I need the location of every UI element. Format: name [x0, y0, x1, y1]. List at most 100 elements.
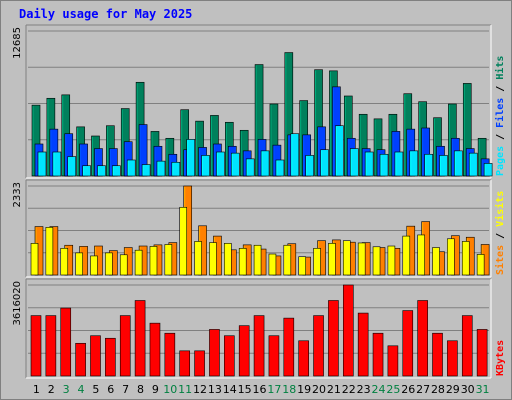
bar-kbytes-day-23 — [357, 312, 369, 377]
bottom-panel-y-tick-max: 3616020 — [12, 281, 23, 326]
bar-visits-day-6 — [105, 252, 113, 276]
x-tick-day-27: 27 — [416, 383, 430, 396]
bar-kbytes-day-20 — [313, 315, 324, 377]
bar-visits-day-29 — [447, 238, 455, 276]
x-tick-day-4: 4 — [78, 383, 85, 396]
bar-visits-day-7 — [119, 254, 128, 276]
bar-pages-day-18 — [290, 133, 300, 177]
bar-pages-day-31 — [483, 163, 493, 177]
x-tick-day-15: 15 — [238, 383, 252, 396]
bar-pages-day-8 — [141, 164, 151, 177]
bar-visits-day-22 — [342, 240, 351, 276]
bar-visits-day-13 — [209, 242, 217, 276]
bar-pages-day-3 — [67, 156, 77, 177]
x-tick-day-30: 30 — [461, 383, 475, 396]
bar-visits-day-30 — [461, 241, 470, 276]
legend-visits: Visits — [494, 191, 506, 227]
bar-pages-day-13 — [216, 151, 225, 177]
bar-pages-day-5 — [97, 165, 106, 177]
bar-kbytes-day-11 — [179, 350, 191, 377]
bottom-panel-legend: KBytes — [495, 340, 506, 376]
legend-hits: Hits — [494, 56, 506, 80]
bar-kbytes-day-30 — [461, 315, 473, 377]
bar-kbytes-day-15 — [238, 325, 250, 377]
bar-kbytes-day-2 — [45, 315, 57, 377]
bar-pages-day-25 — [394, 151, 404, 177]
bar-kbytes-day-18 — [283, 317, 295, 377]
bar-kbytes-day-29 — [447, 340, 458, 377]
x-tick-day-3: 3 — [63, 383, 70, 396]
legend-sites: Sites — [494, 245, 506, 275]
bar-pages-day-20 — [320, 149, 329, 177]
bar-visits-day-12 — [194, 241, 202, 276]
bar-kbytes-day-19 — [298, 340, 309, 377]
bar-visits-day-16 — [253, 244, 262, 276]
bar-kbytes-day-22 — [342, 284, 354, 377]
x-tick-day-31: 31 — [476, 383, 490, 396]
x-tick-day-28: 28 — [431, 383, 445, 396]
bar-kbytes-day-28 — [432, 332, 443, 377]
x-tick-day-22: 22 — [342, 383, 356, 396]
bar-visits-day-4 — [75, 252, 83, 276]
middle-panel-y-tick-max: 2333 — [12, 182, 23, 207]
x-tick-day-19: 19 — [297, 383, 311, 396]
legend-kbytes: KBytes — [495, 340, 506, 376]
bar-visits-day-10 — [164, 244, 173, 276]
bar-pages-day-16 — [260, 150, 270, 177]
x-tick-day-5: 5 — [92, 383, 99, 396]
bar-pages-day-22 — [349, 148, 359, 177]
bar-visits-day-28 — [432, 247, 440, 276]
bar-pages-day-17 — [275, 159, 285, 177]
bar-visits-day-21 — [328, 243, 336, 276]
bar-kbytes-day-6 — [105, 337, 116, 377]
x-tick-day-14: 14 — [223, 383, 237, 396]
x-tick-day-17: 17 — [267, 383, 281, 396]
x-tick-day-10: 10 — [163, 383, 177, 396]
bar-pages-day-19 — [305, 155, 314, 177]
x-tick-day-12: 12 — [193, 383, 207, 396]
bar-pages-day-21 — [335, 125, 344, 177]
bar-kbytes-day-25 — [387, 345, 399, 377]
chart-title: Daily usage for May 2025 — [19, 7, 193, 21]
bar-kbytes-day-3 — [60, 307, 72, 377]
bar-kbytes-day-8 — [134, 300, 146, 377]
bar-pages-day-15 — [245, 158, 255, 177]
bar-pages-day-27 — [424, 153, 433, 177]
x-tick-day-18: 18 — [282, 383, 296, 396]
bar-visits-day-23 — [357, 242, 366, 276]
bar-pages-day-26 — [409, 150, 419, 177]
bar-pages-day-4 — [82, 165, 91, 177]
bar-visits-day-9 — [149, 246, 158, 276]
top-panel-legend: Pages / Files / Hits — [494, 56, 506, 176]
bar-pages-day-6 — [112, 165, 121, 177]
x-tick-day-21: 21 — [327, 383, 341, 396]
bar-kbytes-day-31 — [476, 329, 488, 377]
bar-pages-day-7 — [126, 159, 136, 177]
bar-kbytes-day-1 — [30, 315, 42, 377]
bar-pages-day-2 — [52, 151, 62, 177]
bar-visits-day-11 — [179, 206, 188, 276]
bar-pages-day-14 — [231, 152, 240, 177]
bar-visits-day-18 — [283, 244, 292, 276]
bar-kbytes-day-14 — [224, 335, 235, 377]
bar-kbytes-day-12 — [194, 350, 205, 377]
legend-pages: Pages — [495, 146, 506, 176]
bar-kbytes-day-10 — [164, 332, 176, 377]
bar-kbytes-day-21 — [328, 300, 339, 377]
bar-visits-day-26 — [402, 235, 411, 276]
bar-pages-day-10 — [171, 161, 181, 177]
x-tick-day-29: 29 — [446, 383, 460, 396]
x-tick-day-7: 7 — [122, 383, 129, 396]
x-tick-day-25: 25 — [386, 383, 400, 396]
x-tick-day-23: 23 — [357, 383, 371, 396]
bar-pages-day-23 — [364, 151, 374, 177]
legend-files: Files — [494, 98, 506, 128]
bar-kbytes-day-5 — [90, 335, 101, 377]
x-tick-day-2: 2 — [48, 383, 55, 396]
x-tick-day-26: 26 — [401, 383, 415, 396]
top-panel-y-tick-max: 12685 — [12, 27, 23, 59]
bar-pages-day-1 — [37, 151, 47, 177]
bar-kbytes-day-24 — [372, 332, 384, 377]
bar-visits-day-25 — [387, 245, 396, 276]
